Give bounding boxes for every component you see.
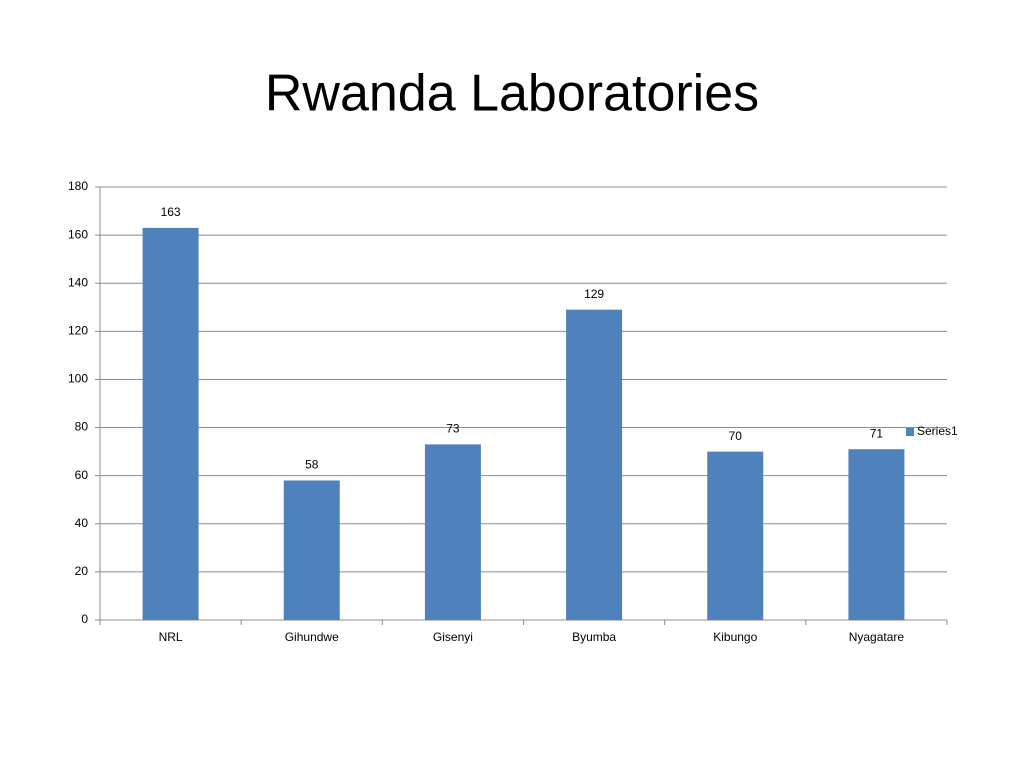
x-tick-label: NRL — [159, 630, 183, 644]
y-tick-label: 20 — [75, 564, 89, 578]
bar — [566, 309, 623, 620]
bar — [142, 227, 199, 620]
data-label: 58 — [305, 458, 319, 472]
bar — [283, 480, 340, 620]
y-tick-label: 0 — [81, 612, 88, 626]
y-tick-label: 80 — [75, 420, 89, 434]
y-tick-label: 120 — [68, 324, 88, 338]
legend-label: Series1 — [917, 424, 958, 438]
x-tick-label: Gisenyi — [433, 630, 473, 644]
y-tick-label: 40 — [75, 516, 89, 530]
legend-swatch — [906, 428, 914, 436]
chart-title: Rwanda Laboratories — [265, 65, 759, 123]
data-label: 73 — [446, 422, 460, 436]
y-tick-label: 160 — [68, 227, 88, 241]
bar — [424, 444, 481, 620]
y-tick-label: 60 — [75, 468, 89, 482]
y-tick-label: 140 — [68, 275, 88, 289]
bar — [848, 449, 905, 620]
bar — [707, 451, 764, 620]
x-tick-label: Gihundwe — [285, 630, 339, 644]
data-label: 129 — [584, 287, 604, 301]
y-tick-label: 180 — [68, 179, 88, 193]
y-tick-label: 100 — [68, 372, 88, 386]
data-label: 70 — [729, 429, 743, 443]
x-tick-label: Byumba — [572, 630, 616, 644]
x-tick-label: Kibungo — [713, 630, 757, 644]
data-label: 163 — [161, 205, 181, 219]
x-tick-label: Nyagatare — [849, 630, 905, 644]
data-label: 71 — [870, 426, 884, 440]
